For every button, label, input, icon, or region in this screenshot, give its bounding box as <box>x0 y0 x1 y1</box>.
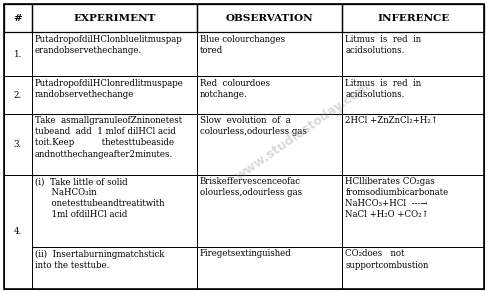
Text: INFERENCE: INFERENCE <box>377 13 449 23</box>
Text: PutadropofdilHClonbluelitmuspap
erandobservethechange.: PutadropofdilHClonbluelitmuspap erandobs… <box>35 35 183 54</box>
Text: Litmus  is  red  in
acidsolutions.: Litmus is red in acidsolutions. <box>346 35 422 54</box>
Text: (i)  Take little of solid
      NaHCO₃in
      onetesttubeandtreatitwith
      1: (i) Take little of solid NaHCO₃in onetes… <box>35 177 164 219</box>
Bar <box>32 76 197 114</box>
Bar <box>197 76 343 114</box>
Bar <box>343 114 484 175</box>
Text: Briskeffervescenceofac
olourless,odourless gas: Briskeffervescenceofac olourless,odourle… <box>200 177 302 197</box>
Text: Blue colourchanges
tored: Blue colourchanges tored <box>200 35 285 54</box>
Bar <box>197 32 343 76</box>
Text: Slow  evolution  of  a
colourless,odourless gas: Slow evolution of a colourless,odourless… <box>200 116 306 137</box>
Text: Litmus  is  red  in
acidsolutions.: Litmus is red in acidsolutions. <box>346 79 422 99</box>
Bar <box>197 114 343 175</box>
Bar <box>4 32 32 76</box>
Bar <box>4 76 32 114</box>
Bar <box>197 175 343 247</box>
Bar <box>32 247 197 289</box>
Text: OBSERVATION: OBSERVATION <box>226 13 313 23</box>
Bar <box>343 175 484 247</box>
Bar <box>32 175 197 247</box>
Bar <box>4 114 32 175</box>
Bar <box>343 247 484 289</box>
Text: Firegetsextinguished: Firegetsextinguished <box>200 249 291 258</box>
Text: HClliberates CO₂gas
fromsodiumbicarbonate
NaHCO₃+HCl  ---→
NaCl +H₂O +CO₂↑: HClliberates CO₂gas fromsodiumbicarbonat… <box>346 177 448 219</box>
Bar <box>197 4 343 32</box>
Bar <box>32 4 197 32</box>
Bar <box>4 4 32 32</box>
Text: (ii)  Insertaburningmatchstick
into the testtube.: (ii) Insertaburningmatchstick into the t… <box>35 249 164 270</box>
Text: EXPERIMENT: EXPERIMENT <box>73 13 155 23</box>
Bar <box>32 114 197 175</box>
Bar <box>343 76 484 114</box>
Text: 1.: 1. <box>14 50 22 59</box>
Text: Take  asmallgranuleofZninonetest
tubeand  add  1 mlof dilHCl acid
toit.Keep     : Take asmallgranuleofZninonetest tubeand … <box>35 116 182 159</box>
Text: 2HCl +ZnZnCl₂+H₂↑: 2HCl +ZnZnCl₂+H₂↑ <box>346 116 438 125</box>
Text: CO₂does   not
supportcombustion: CO₂does not supportcombustion <box>346 249 429 270</box>
Bar <box>343 32 484 76</box>
Text: 2.: 2. <box>14 91 22 100</box>
Text: #: # <box>13 13 22 23</box>
Text: PutadropofdilHClonredlitmuspape
randobservethechange: PutadropofdilHClonredlitmuspape randobse… <box>35 79 183 99</box>
Text: 3.: 3. <box>14 140 22 149</box>
Bar <box>197 247 343 289</box>
Text: www.studiestoday.com: www.studiestoday.com <box>233 80 372 183</box>
Bar <box>4 175 32 289</box>
Bar <box>32 32 197 76</box>
Bar <box>343 4 484 32</box>
Text: 4.: 4. <box>14 227 22 236</box>
Text: Red  colourdoes
notchange.: Red colourdoes notchange. <box>200 79 270 99</box>
